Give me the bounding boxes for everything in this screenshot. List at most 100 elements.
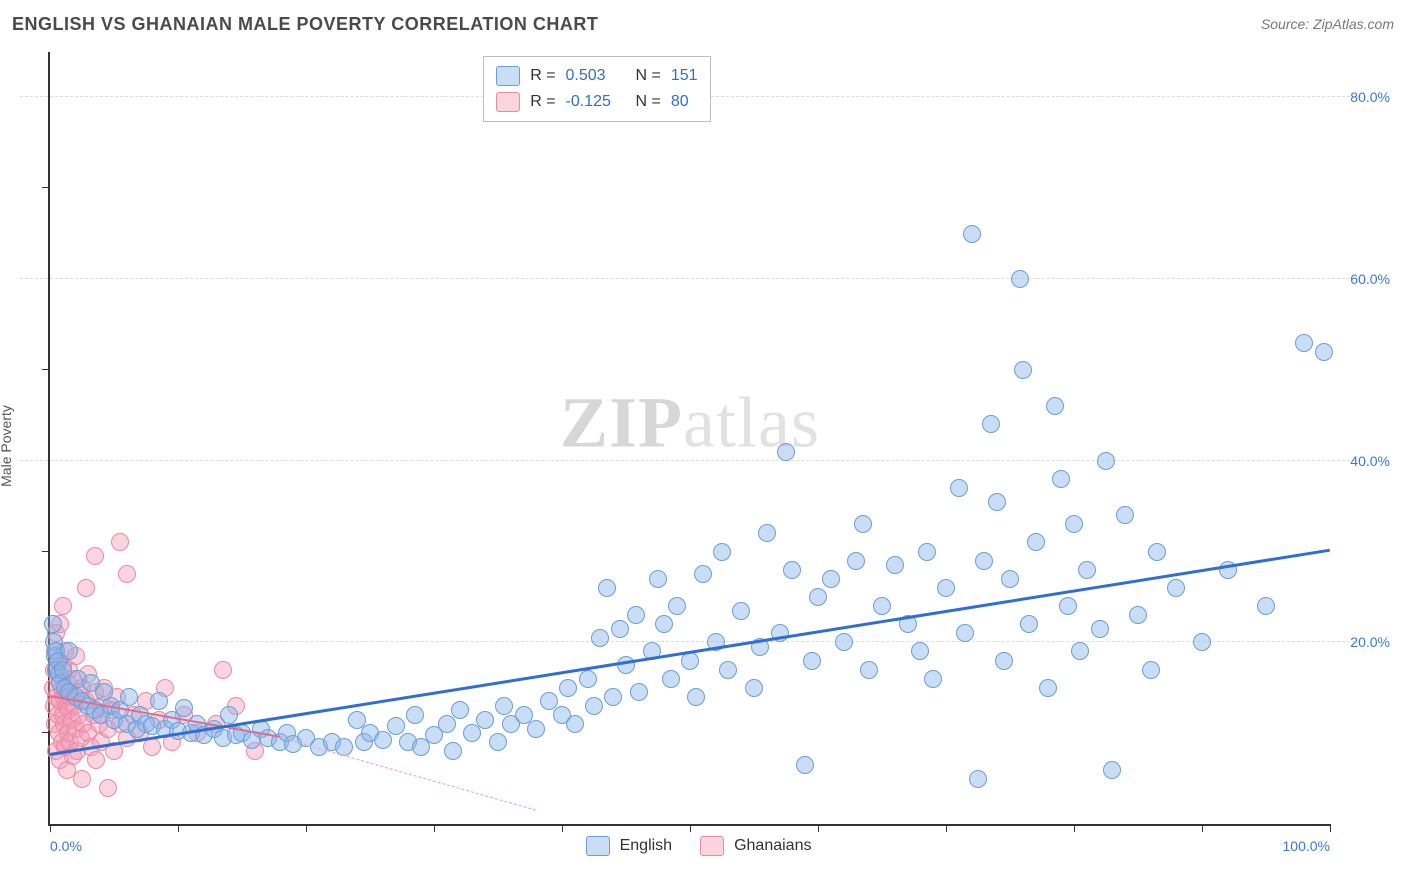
y-tick <box>42 369 50 370</box>
data-point <box>668 597 686 615</box>
data-point <box>1059 597 1077 615</box>
data-point <box>937 579 955 597</box>
data-point <box>73 770 91 788</box>
data-point <box>809 588 827 606</box>
data-point <box>214 661 232 679</box>
data-point <box>732 602 750 620</box>
data-point <box>783 561 801 579</box>
data-point <box>86 547 104 565</box>
gridline <box>20 641 1360 642</box>
data-point <box>777 443 795 461</box>
x-tick <box>690 824 691 832</box>
x-tick <box>1330 824 1331 832</box>
data-point <box>982 415 1000 433</box>
data-point <box>406 706 424 724</box>
data-point <box>1167 579 1185 597</box>
x-tick <box>1074 824 1075 832</box>
data-point <box>995 652 1013 670</box>
data-point <box>950 479 968 497</box>
data-point <box>969 770 987 788</box>
legend-series-label: Ghanaians <box>734 837 811 855</box>
data-point <box>803 652 821 670</box>
y-tick-label: 80.0% <box>1350 89 1390 105</box>
y-tick <box>42 187 50 188</box>
data-point <box>1315 343 1333 361</box>
data-point <box>655 615 673 633</box>
legend-swatch <box>496 92 520 112</box>
x-tick <box>306 824 307 832</box>
x-tick <box>946 824 947 832</box>
y-tick-label: 20.0% <box>1350 634 1390 650</box>
data-point <box>489 733 507 751</box>
data-point <box>1148 543 1166 561</box>
data-point <box>1142 661 1160 679</box>
data-point <box>1065 515 1083 533</box>
data-point <box>963 225 981 243</box>
legend-n-value: 151 <box>671 67 698 85</box>
x-tick <box>818 824 819 832</box>
data-point <box>886 556 904 574</box>
legend-n-label: N = <box>636 67 661 85</box>
watermark-rest: atlas <box>683 382 820 462</box>
x-tick <box>50 824 51 832</box>
legend-row: R =-0.125N =80 <box>496 89 697 115</box>
data-point <box>822 570 840 588</box>
data-point <box>1039 679 1057 697</box>
x-tick-label: 100.0% <box>1283 838 1330 854</box>
legend-swatch <box>496 66 520 86</box>
data-point <box>527 720 545 738</box>
chart-header: ENGLISH VS GHANAIAN MALE POVERTY CORRELA… <box>0 0 1406 48</box>
y-tick <box>42 551 50 552</box>
data-point <box>745 679 763 697</box>
data-point <box>60 642 78 660</box>
legend-r-label: R = <box>530 67 555 85</box>
legend-r-label: R = <box>530 93 555 111</box>
data-point <box>476 711 494 729</box>
data-point <box>873 597 891 615</box>
data-point <box>495 697 513 715</box>
x-tick <box>1202 824 1203 832</box>
data-point <box>99 779 117 797</box>
legend-r-value: -0.125 <box>566 93 626 111</box>
data-point <box>444 742 462 760</box>
data-point <box>1257 597 1275 615</box>
data-point <box>604 688 622 706</box>
data-point <box>111 533 129 551</box>
data-point <box>1116 506 1134 524</box>
data-point <box>1295 334 1313 352</box>
data-point <box>77 579 95 597</box>
data-point <box>1020 615 1038 633</box>
gridline <box>20 460 1360 461</box>
x-tick <box>178 824 179 832</box>
data-point <box>662 670 680 688</box>
data-point <box>687 688 705 706</box>
data-point <box>627 606 645 624</box>
data-point <box>463 724 481 742</box>
data-point <box>585 697 603 715</box>
data-point <box>630 683 648 701</box>
data-point <box>758 524 776 542</box>
data-point <box>120 688 138 706</box>
legend-swatch <box>700 836 724 856</box>
data-point <box>1014 361 1032 379</box>
series-legend: EnglishGhanaians <box>586 836 830 856</box>
y-axis-label: Male Poverty <box>0 405 14 487</box>
data-point <box>118 565 136 583</box>
data-point <box>598 579 616 597</box>
gridline <box>20 278 1360 279</box>
data-point <box>1071 642 1089 660</box>
data-point <box>918 543 936 561</box>
legend-r-value: 0.503 <box>566 67 626 85</box>
data-point <box>694 565 712 583</box>
legend-row: R = 0.503 N = 151 <box>496 63 697 89</box>
y-tick-label: 40.0% <box>1350 453 1390 469</box>
source-label: Source: ZipAtlas.com <box>1261 16 1394 32</box>
data-point <box>451 701 469 719</box>
data-point <box>1103 761 1121 779</box>
data-point <box>796 756 814 774</box>
data-point <box>566 715 584 733</box>
data-point <box>1129 606 1147 624</box>
data-point <box>1027 533 1045 551</box>
data-point <box>1052 470 1070 488</box>
data-point <box>1001 570 1019 588</box>
